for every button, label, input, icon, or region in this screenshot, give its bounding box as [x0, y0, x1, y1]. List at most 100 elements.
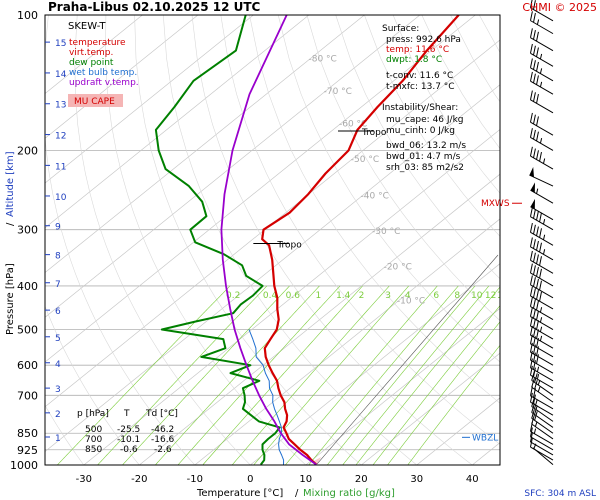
- instability-line: bwd_06: 13.2 m/s: [386, 141, 466, 151]
- isotherm-line: [139, 173, 500, 465]
- dry-adiabat-line: [105, 15, 307, 465]
- wind-barb-feather: [529, 43, 533, 54]
- wind-barb-feather: [533, 318, 536, 328]
- wind-barb-feather: [536, 240, 539, 251]
- mixing-ratio-line: [387, 321, 500, 465]
- wind-barb: [529, 358, 554, 382]
- wind-barb-half: [539, 335, 543, 342]
- wind-barb-feather: [539, 256, 542, 266]
- series-wet-bulb-temp--line: [248, 329, 285, 465]
- wind-barb: [529, 286, 554, 310]
- wind-barb-feather: [529, 207, 533, 217]
- y2-axis-title: Altitude [km]: [5, 151, 16, 217]
- mixing-ratio-label: 4: [405, 291, 411, 301]
- mixing-ratio-label: 3: [385, 291, 391, 301]
- wind-barb-feather: [531, 397, 535, 407]
- wind-barb-feather: [536, 131, 539, 142]
- instability-info: Instability/Shear: mu_cape: 46 J/kg mu_c…: [382, 103, 466, 173]
- wind-barb-staff: [530, 374, 554, 389]
- wind-barb-feather: [539, 242, 542, 253]
- wind-barb-staff: [530, 52, 554, 67]
- level-table-header-t: T: [123, 409, 130, 419]
- wind-barb-feather: [533, 60, 536, 70]
- wind-barb: [529, 237, 554, 261]
- pressure-tick-label: 925: [17, 444, 38, 457]
- wind-barb-staff: [530, 343, 554, 358]
- level-table-cell: -46.2: [151, 425, 174, 435]
- mixing-ratio-line: [326, 285, 476, 465]
- wind-barb-feather: [533, 92, 536, 102]
- wind-barb-feather: [533, 308, 536, 319]
- isotherm-line: [45, 84, 500, 453]
- isotherm-line: [194, 218, 500, 465]
- series-temperature-line: [261, 15, 460, 465]
- wind-barb-half: [539, 326, 543, 332]
- grid-layer: 0.20.40.611.423468101214172025-80 °C-70 …: [45, 15, 500, 465]
- legend-mu-cape: MU CAPE: [74, 97, 115, 107]
- isotherm-label: -30 °C: [372, 227, 400, 237]
- wind-barb-feather: [533, 239, 536, 249]
- mixing-ratio-line: [308, 285, 459, 465]
- level-table-cell: -16.6: [151, 435, 175, 445]
- wind-barb-staff: [531, 406, 554, 422]
- mixing-ratio-label: 1.4: [336, 291, 351, 301]
- mixing-ratio-line: [97, 285, 268, 465]
- wind-barb-feather: [536, 267, 539, 277]
- wind-barb-feather: [529, 237, 533, 247]
- wind-barb-half: [539, 138, 543, 144]
- mixing-ratio-line: [121, 285, 290, 465]
- legend-updraft: updraft v.temp.: [69, 78, 139, 88]
- mixing-ratio-label: 0.6: [286, 291, 301, 301]
- dry-adiabat-line: [191, 15, 473, 465]
- pressure-tick-label: 850: [17, 427, 38, 440]
- wind-barb: [529, 112, 554, 136]
- wind-barb-feather: [529, 286, 533, 297]
- wind-barb: [529, 275, 554, 299]
- wind-barb-feather: [529, 358, 533, 368]
- surface-info: Surface: press: 992.6 hPa temp: 11.6 °C …: [382, 24, 461, 92]
- wind-barb: [529, 392, 554, 416]
- wind-barb-feather: [533, 298, 536, 309]
- pressure-tick-label: 700: [17, 389, 38, 402]
- wind-barb-feather: [529, 58, 533, 68]
- wind-barb-feather: [536, 290, 539, 300]
- wind-barb-staff: [530, 334, 554, 349]
- wind-barb-feather: [534, 380, 538, 390]
- pressure-tick-label: 400: [17, 280, 38, 293]
- mixing-ratio-line: [202, 285, 363, 465]
- mixing-ratio-line: [284, 285, 438, 465]
- pressure-tick-label: 100: [17, 9, 38, 22]
- wind-barb-staff: [530, 7, 554, 22]
- legend-temperature: temperature: [69, 38, 126, 48]
- level-table-cell: -10.1: [117, 435, 140, 445]
- dry-adiabat-line: [220, 15, 500, 445]
- wind-barb-feather: [536, 47, 539, 57]
- wind-barb-feather: [536, 150, 539, 160]
- wind-barb-feather: [533, 0, 536, 10]
- wind-barb-staff: [531, 379, 554, 396]
- wind-barb-staff: [530, 246, 554, 261]
- mu-cape-legend-box: [68, 94, 123, 107]
- wind-barb-staff: [530, 284, 554, 299]
- wind-barb-staff: [530, 306, 554, 320]
- wind-barb-staff: [530, 20, 554, 35]
- wind-barb-feather: [529, 392, 533, 403]
- wind-barb: [531, 378, 554, 403]
- pressure-tick-label: 500: [17, 324, 38, 337]
- wind-barb-half: [536, 373, 540, 380]
- sfc-label: SFC: 304 m ASL: [524, 489, 596, 499]
- dry-adiabat-line: [74, 15, 251, 465]
- temperature-tick-label: -10: [187, 474, 203, 485]
- temperature-tick-label: -30: [76, 474, 92, 485]
- wind-barb: [529, 43, 554, 67]
- wind-barb-staff: [530, 351, 554, 366]
- wind-barb-feather: [534, 399, 538, 409]
- wind-barb: [529, 58, 554, 82]
- wind-barb-staff: [529, 174, 554, 187]
- wind-barb-flag: [530, 198, 535, 210]
- wind-barb-feather: [529, 350, 533, 361]
- instability-line: mu_cinh: 0 J/kg: [386, 126, 455, 136]
- altitude-tick-label: 1: [55, 434, 61, 444]
- tropopause-label: Tropo: [361, 128, 387, 138]
- wind-barb-half: [536, 19, 540, 25]
